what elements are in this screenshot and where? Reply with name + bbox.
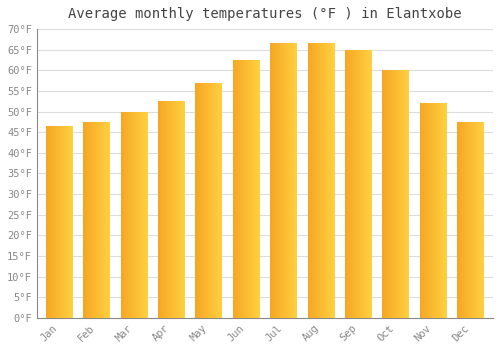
Title: Average monthly temperatures (°F ) in Elantxobe: Average monthly temperatures (°F ) in El… [68,7,462,21]
